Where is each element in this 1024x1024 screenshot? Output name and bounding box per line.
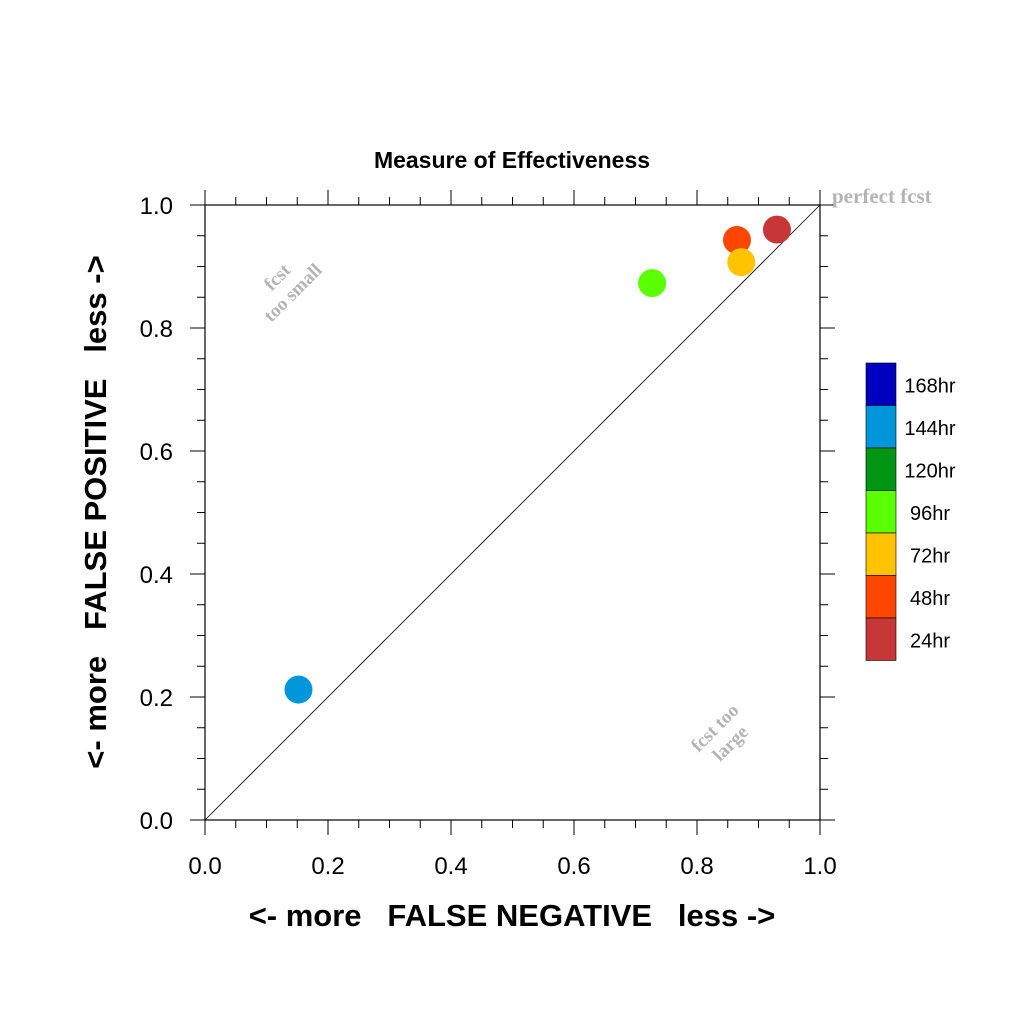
legend-label-120hr: 120hr <box>904 460 955 482</box>
y-tick-label: 0.6 <box>140 439 173 466</box>
x-tick-label: 0.4 <box>434 853 467 880</box>
legend-label-168hr: 168hr <box>904 375 955 397</box>
data-point-96hr <box>638 269 667 298</box>
x-tick-label: 1.0 <box>803 853 836 880</box>
annotation-perfect-fcst: perfect fcst <box>832 184 932 208</box>
chart-title: Measure of Effectiveness <box>374 147 650 173</box>
annotation-fcst-too-large: fcst too large <box>687 700 753 766</box>
legend-swatch-96hr <box>865 490 897 534</box>
legend-swatch-48hr <box>865 575 897 619</box>
legend-swatch-24hr <box>865 617 897 661</box>
x-tick-label: 0.2 <box>311 853 344 880</box>
legend-swatch-72hr <box>865 532 897 576</box>
legend-label-96hr: 96hr <box>910 503 950 525</box>
x-tick-label: 0.8 <box>680 853 713 880</box>
data-point-72hr <box>727 248 756 277</box>
diagonal-reference-line <box>204 204 821 821</box>
legend-label-72hr: 72hr <box>910 545 950 567</box>
annotation-fcst-too-small: fcst too small <box>260 260 327 327</box>
x-axis-label: <- more FALSE NEGATIVE less -> <box>249 898 776 933</box>
legend-swatch-120hr <box>865 447 897 491</box>
y-tick-label: 0.2 <box>140 685 173 712</box>
legend-swatch-168hr <box>865 362 897 406</box>
legend-label-24hr: 24hr <box>910 630 950 652</box>
data-points <box>284 215 791 704</box>
data-point-48hr <box>722 226 751 255</box>
legend-swatch-144hr <box>865 405 897 449</box>
data-point-24hr <box>762 215 791 244</box>
legend: 168hr 144hr 120hr 96hr 72hr 48hr 24hr <box>865 362 956 661</box>
axis-ticks <box>190 190 835 835</box>
axis-tick-labels: 0.0 0.2 0.4 0.6 0.8 1.0 0.0 0.2 0.4 0.6 0.8 1.0 <box>140 193 837 880</box>
y-tick-label: 0.0 <box>140 808 173 835</box>
y-axis-label: <- more FALSE POSITIVE less -> <box>78 255 113 768</box>
data-point-144hr <box>284 675 313 704</box>
x-tick-label: 0.6 <box>557 853 590 880</box>
y-tick-label: 0.8 <box>140 316 173 343</box>
x-tick-label: 0.0 <box>188 853 221 880</box>
legend-label-144hr: 144hr <box>904 418 955 440</box>
y-tick-label: 1.0 <box>140 193 173 220</box>
legend-label-48hr: 48hr <box>910 588 950 610</box>
y-tick-label: 0.4 <box>140 562 173 589</box>
